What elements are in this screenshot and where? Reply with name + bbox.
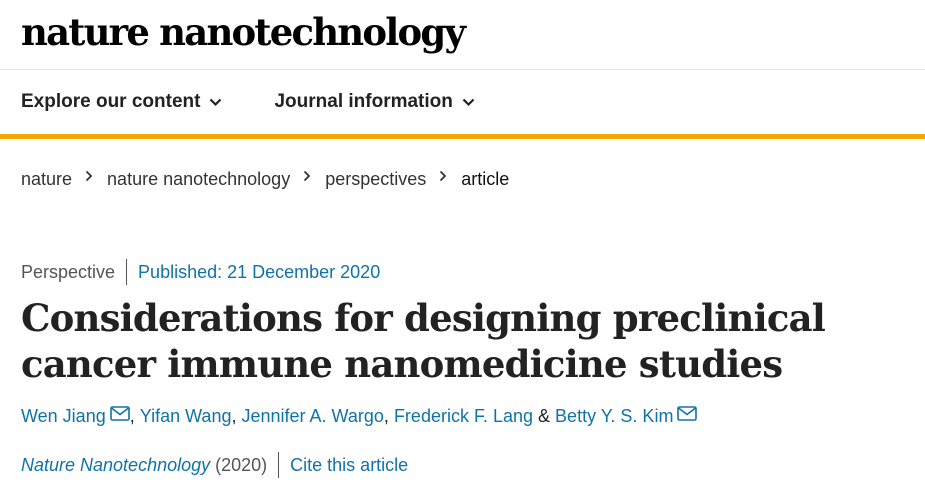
author-ampersand: & bbox=[538, 406, 551, 426]
published-date[interactable]: Published: 21 December 2020 bbox=[138, 261, 381, 282]
article-title: Considerations for designing preclinical… bbox=[21, 296, 826, 386]
article-type: Perspective bbox=[21, 261, 116, 282]
author-separator: , bbox=[383, 406, 389, 426]
breadcrumb-item-nature[interactable]: nature bbox=[21, 169, 73, 189]
masthead: nature nanotechnology bbox=[0, 0, 925, 70]
chevron-right-icon bbox=[85, 170, 93, 181]
nav-item-label: Explore our content bbox=[21, 91, 201, 112]
author-separator: , bbox=[231, 406, 237, 426]
author-frederick-lang[interactable]: Frederick F. Lang bbox=[393, 406, 533, 426]
main-nav: Explore our content Journal information bbox=[0, 70, 925, 139]
chevron-right-icon bbox=[440, 170, 447, 181]
nav-journal-information[interactable]: Journal information bbox=[274, 91, 475, 113]
author-yifan-wang[interactable]: Yifan Wang bbox=[139, 406, 232, 426]
email-icon[interactable] bbox=[677, 406, 698, 421]
breadcrumb: nature nature nanotechnology perspective… bbox=[0, 169, 925, 190]
journal-name[interactable]: Nature Nanotechnology bbox=[21, 454, 211, 475]
chevron-down-icon bbox=[210, 98, 222, 106]
journal-citation: Nature Nanotechnology (2020) Cite this a… bbox=[0, 452, 925, 478]
breadcrumb-item-article: article bbox=[461, 169, 510, 189]
breadcrumb-item-perspectives[interactable]: perspectives bbox=[325, 169, 427, 189]
author-jennifer-wargo[interactable]: Jennifer A. Wargo bbox=[241, 406, 384, 426]
breadcrumb-item-nature-nanotechnology[interactable]: nature nanotechnology bbox=[107, 169, 291, 189]
publication-year: (2020) bbox=[215, 454, 268, 475]
author-betty-kim[interactable]: Betty Y. S. Kim bbox=[555, 406, 674, 426]
meta-divider bbox=[278, 452, 280, 478]
email-icon[interactable] bbox=[109, 406, 130, 421]
author-wen-jiang[interactable]: Wen Jiang bbox=[21, 406, 106, 426]
journal-logo[interactable]: nature nanotechnology bbox=[21, 10, 466, 54]
meta-divider bbox=[126, 259, 128, 285]
article-meta: Perspective Published: 21 December 2020 bbox=[0, 259, 925, 285]
nav-explore-content[interactable]: Explore our content bbox=[21, 91, 222, 113]
author-separator: , bbox=[129, 406, 135, 426]
author-list: Wen Jiang , Yifan Wang , Jennifer A. War… bbox=[0, 406, 925, 427]
chevron-right-icon bbox=[304, 170, 311, 181]
nav-item-label: Journal information bbox=[274, 91, 453, 112]
chevron-down-icon bbox=[462, 98, 475, 106]
cite-article-link[interactable]: Cite this article bbox=[290, 454, 409, 475]
